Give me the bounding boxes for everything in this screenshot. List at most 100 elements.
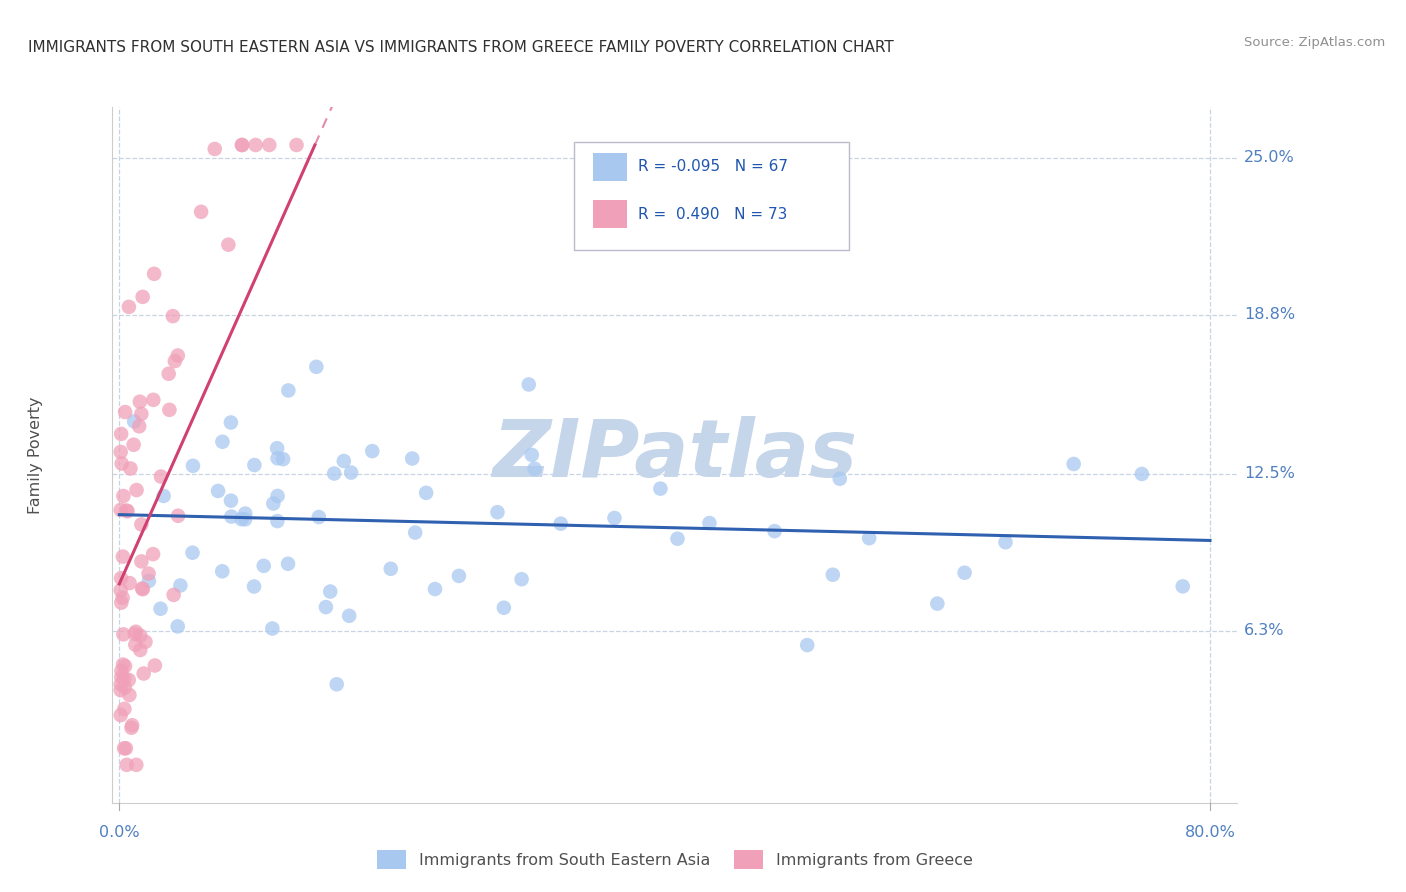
Point xyxy=(181,546,204,560)
Point xyxy=(207,483,229,498)
Point xyxy=(231,138,253,153)
Point xyxy=(143,658,166,673)
Point xyxy=(110,708,132,723)
Point xyxy=(401,451,423,466)
Point xyxy=(111,457,134,471)
Point xyxy=(415,486,437,500)
Point xyxy=(447,569,470,583)
Point xyxy=(131,290,153,304)
Point xyxy=(262,622,284,636)
Text: 25.0%: 25.0% xyxy=(1244,150,1295,165)
Point xyxy=(315,600,337,615)
Point xyxy=(699,516,721,530)
Point xyxy=(221,509,243,524)
Point xyxy=(142,547,165,561)
Point xyxy=(124,627,146,641)
Point xyxy=(125,483,148,497)
Point xyxy=(323,467,346,481)
Text: 80.0%: 80.0% xyxy=(1185,825,1236,840)
Point xyxy=(245,138,267,153)
Point xyxy=(163,588,186,602)
Legend: Immigrants from South Eastern Asia, Immigrants from Greece: Immigrants from South Eastern Asia, Immi… xyxy=(371,844,979,875)
Point xyxy=(118,673,141,687)
Point xyxy=(1063,457,1085,471)
Point xyxy=(492,600,515,615)
Point xyxy=(118,300,141,314)
Point xyxy=(118,576,141,591)
Point xyxy=(404,525,426,540)
Text: 6.3%: 6.3% xyxy=(1244,624,1285,639)
Point xyxy=(994,535,1017,549)
Point xyxy=(110,596,132,610)
Point xyxy=(305,359,328,374)
Point xyxy=(122,414,145,428)
Point xyxy=(337,608,360,623)
Point xyxy=(162,309,184,323)
Point xyxy=(219,416,242,430)
Point xyxy=(121,718,143,732)
Point xyxy=(219,493,242,508)
Point xyxy=(131,407,153,421)
Point xyxy=(111,549,134,564)
Bar xyxy=(593,200,627,228)
Point xyxy=(796,638,818,652)
Point xyxy=(149,469,172,483)
Point xyxy=(169,578,191,592)
Point xyxy=(486,505,509,519)
Point xyxy=(112,657,135,672)
Point xyxy=(157,402,180,417)
Point xyxy=(131,517,153,532)
Point xyxy=(361,444,384,458)
Point xyxy=(333,454,356,468)
Point xyxy=(1130,467,1153,481)
Point xyxy=(157,367,180,381)
Point xyxy=(142,392,165,407)
Point xyxy=(122,438,145,452)
Text: Source: ZipAtlas.com: Source: ZipAtlas.com xyxy=(1244,36,1385,49)
Point xyxy=(110,445,132,459)
Point xyxy=(211,434,233,449)
Bar xyxy=(593,153,627,180)
Point xyxy=(112,489,135,503)
Point xyxy=(181,458,204,473)
Point xyxy=(112,741,135,756)
Point xyxy=(550,516,572,531)
Point xyxy=(259,138,281,153)
Text: R = -0.095   N = 67: R = -0.095 N = 67 xyxy=(638,159,787,174)
Point xyxy=(285,138,308,153)
Point xyxy=(110,571,132,585)
FancyBboxPatch shape xyxy=(574,142,849,250)
Point xyxy=(927,597,949,611)
Point xyxy=(120,721,142,735)
Point xyxy=(143,267,166,281)
Point xyxy=(128,419,150,434)
Point xyxy=(118,688,141,702)
Point xyxy=(112,672,135,686)
Point xyxy=(423,582,446,596)
Point xyxy=(129,643,152,657)
Point xyxy=(380,562,402,576)
Point xyxy=(211,564,233,578)
Point xyxy=(319,584,342,599)
Point xyxy=(110,583,132,598)
Point xyxy=(120,461,142,475)
Point xyxy=(131,582,153,596)
Text: 0.0%: 0.0% xyxy=(98,825,139,840)
Point xyxy=(129,629,152,643)
Text: 18.8%: 18.8% xyxy=(1244,307,1295,322)
Point xyxy=(523,461,546,475)
Text: R =  0.490   N = 73: R = 0.490 N = 73 xyxy=(638,207,787,221)
Point xyxy=(277,557,299,571)
Point xyxy=(233,507,256,521)
Point xyxy=(125,624,148,639)
Point xyxy=(110,664,132,678)
Point xyxy=(325,677,347,691)
Point xyxy=(114,405,136,419)
Point xyxy=(243,579,266,593)
Point xyxy=(231,512,253,526)
Point xyxy=(262,496,284,510)
Point xyxy=(132,666,155,681)
Point xyxy=(138,574,160,588)
Point xyxy=(166,349,188,363)
Point xyxy=(243,458,266,472)
